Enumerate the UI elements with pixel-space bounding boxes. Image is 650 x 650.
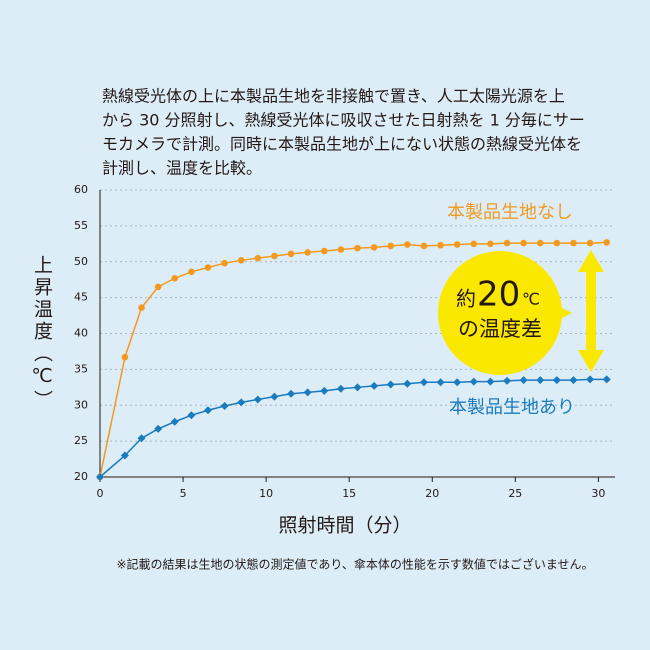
y-tick-label: 50 (74, 255, 88, 268)
data-point (370, 244, 378, 251)
data-point (271, 252, 278, 260)
y-tick-label: 40 (74, 327, 88, 340)
series-label: 本製品生地あり (449, 397, 575, 418)
y-tick-label: 30 (74, 398, 88, 411)
data-point (353, 383, 362, 392)
x-tick-label: 20 (425, 487, 439, 500)
data-point (419, 378, 428, 387)
x-tick-label: 10 (259, 487, 273, 500)
data-point (436, 378, 445, 387)
data-point (137, 434, 146, 443)
callout-circle (438, 251, 562, 375)
data-point (138, 304, 145, 311)
x-tick-label: 5 (180, 487, 187, 500)
data-point (221, 259, 228, 267)
series-line (99, 378, 607, 478)
data-point (403, 379, 412, 388)
data-point (188, 268, 195, 276)
data-point (337, 246, 345, 253)
description-line: 計測し、温度を比較。 (102, 159, 262, 178)
data-point (520, 239, 527, 247)
difference-arrow (578, 250, 604, 372)
annotation-number: 20 (477, 275, 520, 315)
data-point (154, 424, 163, 433)
y-tick-label: 60 (74, 183, 88, 196)
data-point (469, 377, 478, 386)
data-point (303, 388, 312, 397)
data-point (237, 398, 246, 407)
x-tick-label: 0 (97, 487, 104, 500)
data-point (204, 264, 212, 271)
data-point (586, 239, 594, 247)
data-point (287, 250, 295, 258)
y-tick-label: 35 (74, 362, 88, 375)
data-point (254, 254, 262, 262)
data-point (154, 283, 162, 291)
data-point (553, 239, 561, 247)
x-tick-label: 30 (591, 487, 605, 500)
x-tick-label: 25 (508, 487, 522, 500)
data-point (336, 384, 345, 393)
annotation-unit: ℃ (522, 290, 540, 309)
annotation: 約 20 ℃ の温度差 (438, 250, 604, 375)
x-tick-label: 15 (342, 487, 356, 500)
data-point (386, 380, 395, 389)
data-point (387, 242, 395, 250)
data-point (569, 376, 578, 385)
data-point (503, 239, 511, 247)
data-point (171, 274, 179, 282)
data-point (453, 378, 462, 387)
series-label: 本製品生地なし (447, 202, 573, 223)
data-point (420, 242, 428, 250)
data-point (437, 241, 444, 249)
data-point (170, 417, 179, 426)
data-point (120, 451, 129, 460)
data-point (121, 353, 129, 361)
description-line: モカメラで計測。同時に本製品生地が上にない状態の熱線受光体を (102, 135, 582, 154)
data-point (586, 375, 595, 384)
data-point (304, 249, 311, 256)
data-point (270, 392, 279, 401)
data-point (287, 389, 296, 398)
data-point (404, 241, 411, 248)
data-point (603, 239, 610, 246)
data-point (320, 386, 329, 395)
data-point (187, 411, 196, 420)
data-point (203, 406, 212, 415)
y-tick-label: 45 (74, 291, 88, 304)
y-tick-label: 20 (74, 470, 88, 483)
data-point (486, 377, 495, 386)
description-line: 熱線受光体の上に本製品生地を非接触で置き、人工太陽光源を上 (102, 87, 565, 106)
data-point (320, 247, 328, 255)
description-line: から 30 分照射し、熱線受光体に吸収させた日射熱を 1 分毎にサー (102, 111, 585, 130)
data-point (370, 381, 379, 390)
data-point (536, 239, 544, 247)
data-point (519, 376, 528, 385)
y-tick-label: 25 (74, 434, 88, 447)
data-point (503, 376, 512, 385)
data-point (220, 401, 229, 410)
data-point (487, 240, 494, 248)
data-point (453, 241, 461, 248)
data-point (536, 376, 545, 385)
annotation-prefix: 約 (456, 287, 476, 311)
data-point (552, 376, 561, 385)
footnote: ※記載の結果は生地の状態の測定値であり、傘本体の性能を示す数値ではございません。 (116, 557, 593, 572)
y-axis-label: 上昇温度（℃） (31, 255, 53, 412)
y-tick-label: 55 (74, 219, 88, 232)
data-point (602, 375, 611, 384)
data-point (470, 240, 478, 248)
data-point (237, 257, 245, 264)
data-point (96, 473, 104, 481)
data-point (354, 244, 361, 252)
annotation-line2: の温度差 (458, 317, 542, 341)
data-point (253, 395, 262, 404)
data-point (570, 239, 577, 247)
x-axis-label: 照射時間（分） (278, 515, 411, 537)
